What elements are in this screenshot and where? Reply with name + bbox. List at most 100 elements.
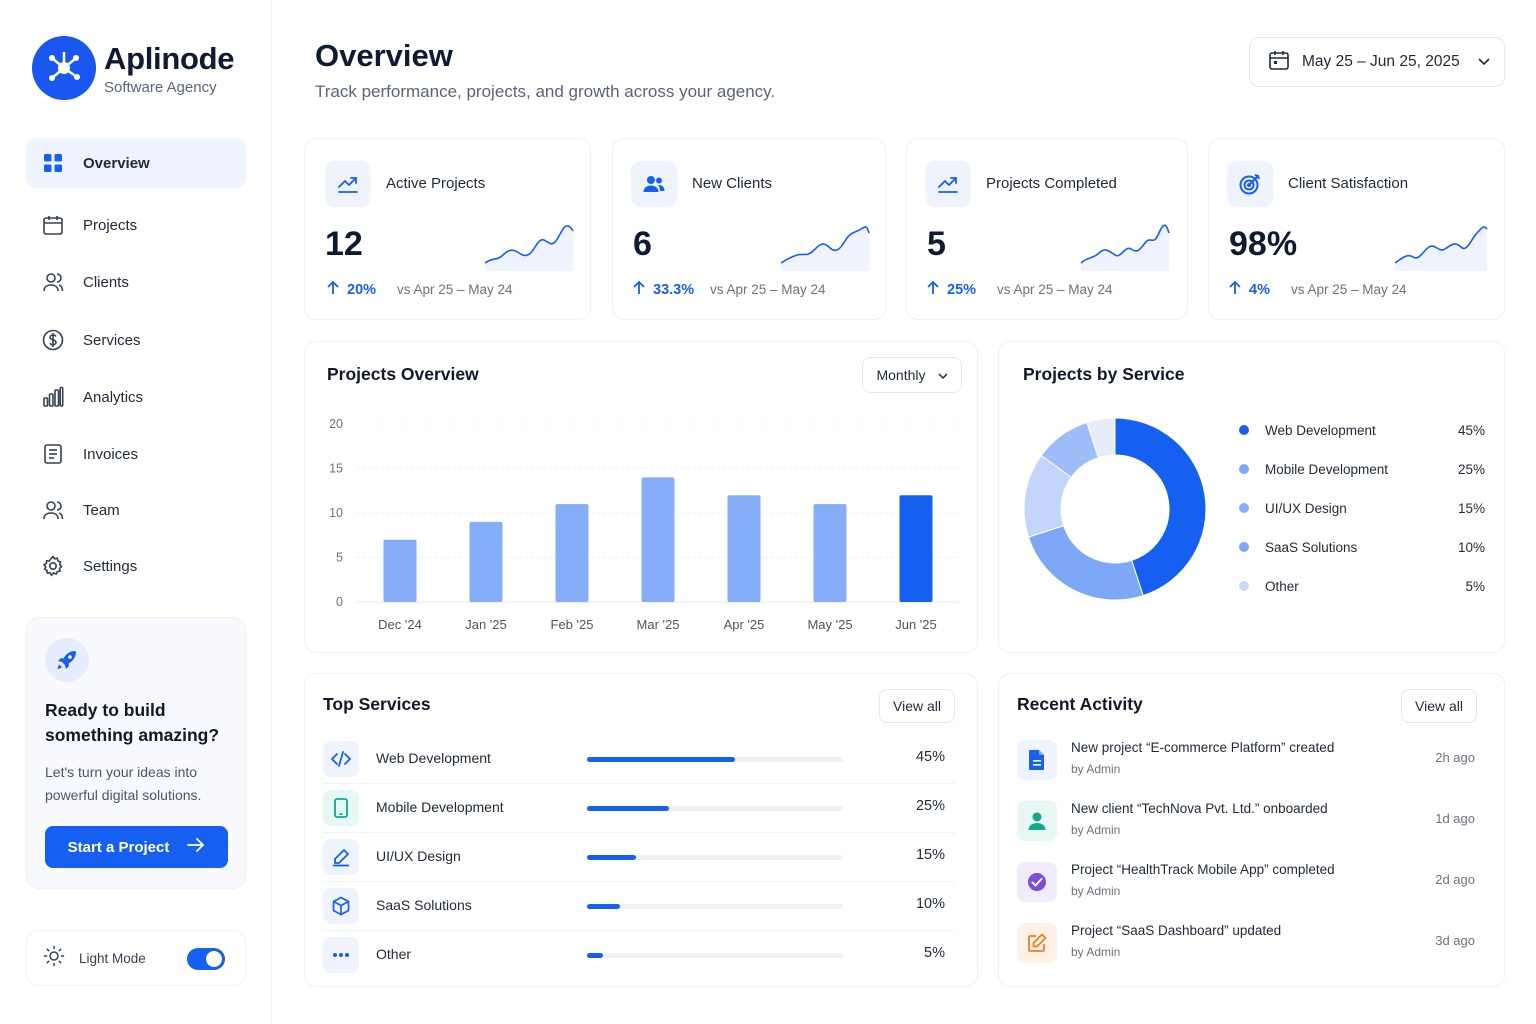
- rocket-icon: [45, 638, 89, 682]
- arrow-up-icon: [927, 280, 939, 299]
- sidebar-item-label: Projects: [83, 216, 138, 234]
- kpi-card-active-projects[interactable]: Active Projects 12 20% vs Apr 25 – May 2…: [304, 138, 591, 320]
- top-services-view-all-button[interactable]: View all: [879, 689, 955, 723]
- users-icon: [631, 161, 677, 207]
- legend-item: Other 5%: [1239, 576, 1485, 596]
- legend-value: 25%: [1457, 461, 1485, 477]
- activity-author: by Admin: [1071, 884, 1121, 898]
- period-select-value: Monthly: [876, 367, 926, 383]
- sidebar-item-services[interactable]: Services: [26, 315, 246, 365]
- top-services-panel: Top Services View all Web Development 45…: [304, 673, 978, 987]
- legend-label: UI/UX Design: [1265, 500, 1347, 516]
- projects-overview-panel: Projects Overview Monthly 0 5 10 15 20 Dec '2…: [304, 341, 978, 653]
- activity-title: New client “TechNova Pvt. Ltd.” onboarde…: [1071, 801, 1328, 816]
- activity-item[interactable]: Project “HealthTrack Mobile App” complet…: [1017, 860, 1477, 910]
- donut-slice[interactable]: [1086, 417, 1116, 459]
- sidebar: Aplinode Software Agency Overview Projec…: [0, 0, 272, 1024]
- legend-item: Mobile Development 25%: [1239, 459, 1485, 479]
- activity-item[interactable]: Project “SaaS Dashboard” updated by Admi…: [1017, 921, 1477, 971]
- service-row[interactable]: Mobile Development 25%: [323, 786, 955, 833]
- y-tick-label: 5: [336, 551, 343, 565]
- calendar-icon: [1268, 49, 1290, 76]
- start-project-button[interactable]: Start a Project: [45, 826, 228, 868]
- bar[interactable]: [555, 504, 589, 602]
- kpi-card-new-clients[interactable]: New Clients 6 33.3% vs Apr 25 – May 24: [612, 138, 886, 320]
- kpi-value: 6: [633, 225, 652, 263]
- period-select[interactable]: Monthly: [862, 357, 962, 393]
- service-progress: [587, 806, 843, 811]
- kpi-label: Active Projects: [386, 175, 486, 192]
- calendar-icon: [42, 214, 64, 236]
- service-row[interactable]: UI/UX Design 15%: [323, 835, 955, 882]
- x-tick-label: May '25: [807, 617, 852, 632]
- bar[interactable]: [727, 495, 761, 602]
- sidebar-item-label: Invoices: [83, 445, 139, 463]
- kpi-label: Client Satisfaction: [1288, 175, 1409, 192]
- activity-time: 1d ago: [1435, 811, 1475, 826]
- activity-time: 2h ago: [1435, 750, 1475, 765]
- recent-activity-view-all-button[interactable]: View all: [1401, 689, 1477, 723]
- x-tick-label: Mar '25: [637, 617, 680, 632]
- arrow-up-icon: [327, 280, 339, 299]
- sidebar-item-team[interactable]: Team: [26, 485, 246, 535]
- light-mode-toggle[interactable]: [187, 948, 225, 970]
- service-progress-fill: [587, 806, 670, 811]
- legend-dot: [1239, 581, 1249, 591]
- cube-icon: [323, 888, 359, 924]
- users-icon: [42, 499, 64, 521]
- sparkline: [1080, 224, 1170, 271]
- kpi-label: New Clients: [692, 175, 773, 192]
- sidebar-item-clients[interactable]: Clients: [26, 257, 246, 307]
- date-range-text: May 25 – Jun 25, 2025: [1302, 53, 1460, 70]
- sidebar-item-invoices[interactable]: Invoices: [26, 429, 246, 479]
- activity-item[interactable]: New project “E-commerce Platform” create…: [1017, 738, 1477, 788]
- activity-time: 2d ago: [1435, 872, 1475, 887]
- recent-activity-panel: Recent Activity View all New project “E-…: [998, 673, 1505, 987]
- pen-icon: [323, 839, 359, 875]
- kpi-card-projects-completed[interactable]: Projects Completed 5 25% vs Apr 25 – May…: [906, 138, 1188, 320]
- more-icon: [323, 937, 359, 973]
- projects-by-service-panel: Projects by Service Web Development 45% Mo…: [998, 341, 1505, 653]
- legend-value: 5%: [1465, 578, 1485, 594]
- projects-overview-title: Projects Overview: [327, 364, 479, 384]
- donut-slice[interactable]: [1114, 417, 1207, 597]
- y-tick-label: 0: [336, 595, 343, 609]
- bar[interactable]: [899, 495, 933, 602]
- projects-bar-chart: 0 5 10 15 20 Dec '24 Jan '25 Feb '25 Mar '25 Apr …: [329, 417, 959, 632]
- sidebar-item-projects[interactable]: Projects: [26, 200, 246, 250]
- service-progress-fill: [587, 904, 620, 909]
- projects-by-service-title: Projects by Service: [1023, 364, 1185, 384]
- service-row[interactable]: Web Development 45%: [323, 737, 955, 784]
- y-tick-label: 20: [329, 417, 343, 431]
- service-name: Web Development: [376, 750, 491, 766]
- sparkline: [484, 225, 574, 271]
- service-value: 25%: [915, 798, 945, 814]
- chevron-down-icon: [1478, 53, 1490, 71]
- sparkline: [780, 226, 870, 271]
- donut-slice[interactable]: [1027, 525, 1144, 601]
- kpi-delta-value: 20%: [347, 282, 377, 298]
- x-tick-label: Jan '25: [465, 617, 507, 632]
- brand-name: Aplinode: [104, 40, 235, 76]
- gear-icon: [42, 555, 64, 577]
- brand-logo: [32, 36, 96, 100]
- bar[interactable]: [469, 521, 503, 602]
- kpi-card-client-satisfaction[interactable]: Client Satisfaction 98% 4% vs Apr 25 – M…: [1208, 138, 1505, 320]
- sidebar-item-overview[interactable]: Overview: [26, 138, 246, 188]
- bar[interactable]: [641, 477, 675, 602]
- service-value: 5%: [924, 945, 945, 961]
- bar[interactable]: [383, 539, 417, 602]
- service-name: UI/UX Design: [376, 848, 461, 864]
- date-range-picker[interactable]: May 25 – Jun 25, 2025: [1249, 37, 1505, 87]
- sidebar-item-settings[interactable]: Settings: [26, 541, 246, 591]
- mobile-icon: [323, 790, 359, 826]
- service-row[interactable]: SaaS Solutions 10%: [323, 884, 955, 931]
- toggle-knob: [206, 951, 222, 967]
- bar[interactable]: [813, 504, 847, 602]
- activity-item[interactable]: New client “TechNova Pvt. Ltd.” onboarde…: [1017, 799, 1477, 849]
- sidebar-item-analytics[interactable]: Analytics: [26, 372, 246, 422]
- brand[interactable]: Aplinode Software Agency: [32, 36, 235, 100]
- user-icon: [1017, 801, 1057, 841]
- promo-title: Ready to build something amazing?: [45, 700, 220, 745]
- service-row[interactable]: Other 5%: [323, 933, 955, 977]
